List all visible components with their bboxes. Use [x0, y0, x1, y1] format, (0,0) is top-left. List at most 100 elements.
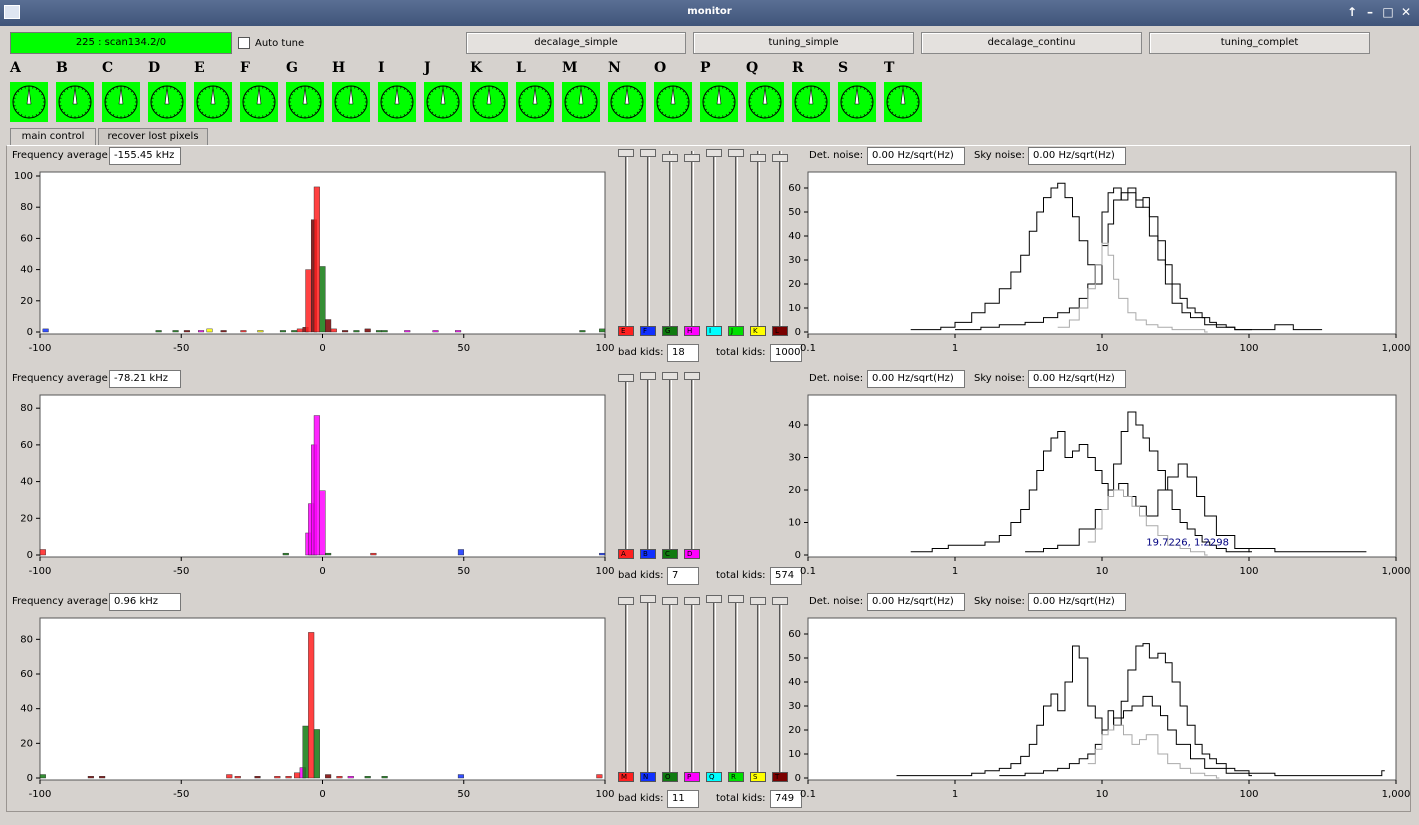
- group-1-channel-g[interactable]: G: [662, 326, 678, 336]
- module-dial-g[interactable]: [286, 82, 324, 122]
- module-dial-t[interactable]: [884, 82, 922, 122]
- group-1-slider-knob[interactable]: [662, 154, 678, 162]
- noise-hist-3[interactable]: 0 10 20 30 40 50 60 0.1 1 10 100 1,000: [788, 617, 1410, 800]
- group-3-channel-r[interactable]: R: [728, 772, 744, 782]
- group-2-slider-c[interactable]: [662, 370, 678, 550]
- module-dial-i[interactable]: [378, 82, 416, 122]
- noise-hist-1[interactable]: 0 10 20 30 40 50 60 0.1 1 10 100 1,000: [788, 171, 1410, 354]
- group-1-slider-k[interactable]: [750, 147, 766, 327]
- freq-hist-1[interactable]: 0 20 40 60 80 100 -100 -50 0 50 100: [14, 171, 615, 354]
- group-1-channel-l[interactable]: L: [772, 326, 788, 336]
- module-dial-h[interactable]: [332, 82, 370, 122]
- group-3-slider-q[interactable]: [706, 593, 722, 773]
- group-3-slider-knob[interactable]: [728, 595, 744, 603]
- group-1-slider-i[interactable]: [706, 147, 722, 327]
- module-dial-f[interactable]: [240, 82, 278, 122]
- group-1-channel-k[interactable]: K: [750, 326, 766, 336]
- group-3-slider-knob[interactable]: [772, 597, 788, 605]
- module-dial-k[interactable]: [470, 82, 508, 122]
- group-3-slider-knob[interactable]: [706, 595, 722, 603]
- group-1-channel-f[interactable]: F: [640, 326, 656, 336]
- tuning-simple-button[interactable]: tuning_simple: [693, 32, 914, 54]
- group-1-slider-knob[interactable]: [618, 149, 634, 157]
- group-2-slider-a[interactable]: [618, 370, 634, 550]
- group-2-slider-knob[interactable]: [640, 372, 656, 380]
- auto-tune-toggle[interactable]: Auto tune: [238, 36, 304, 50]
- group-2-channel-d[interactable]: D: [684, 549, 700, 559]
- window-minimize-button[interactable]: –: [1367, 5, 1373, 19]
- group-3-slider-knob[interactable]: [684, 597, 700, 605]
- module-dial-a[interactable]: [10, 82, 48, 122]
- module-dial-l[interactable]: [516, 82, 554, 122]
- tuning-complet-button[interactable]: tuning_complet: [1149, 32, 1370, 54]
- window-maximize-button[interactable]: □: [1382, 5, 1394, 19]
- group-3-slider-n[interactable]: [640, 593, 656, 773]
- group-1-slider-knob[interactable]: [728, 149, 744, 157]
- group-1-slider-f[interactable]: [640, 147, 656, 327]
- group-3-slider-t[interactable]: [772, 593, 788, 773]
- group-2-slider-d[interactable]: [684, 370, 700, 550]
- noise-series-1: [910, 411, 1367, 553]
- module-dial-n[interactable]: [608, 82, 646, 122]
- group-1-slider-j[interactable]: [728, 147, 744, 327]
- module-dial-j[interactable]: [424, 82, 462, 122]
- noise-hist-2[interactable]: 0 10 20 30 40 0.1 1 10 100 1,000 19.7226, 1.2298: [788, 394, 1410, 577]
- auto-tune-checkbox[interactable]: [238, 37, 250, 49]
- module-dial-o[interactable]: [654, 82, 692, 122]
- group-3-channel-n[interactable]: N: [640, 772, 656, 782]
- group-3-channel-p[interactable]: P: [684, 772, 700, 782]
- module-dial-m[interactable]: [562, 82, 600, 122]
- group-3-slider-o[interactable]: [662, 593, 678, 773]
- group-3-slider-s[interactable]: [750, 593, 766, 773]
- group-2-slider-knob[interactable]: [684, 372, 700, 380]
- module-dial-p[interactable]: [700, 82, 738, 122]
- tab-recover-lost-pixels[interactable]: recover lost pixels: [98, 128, 208, 145]
- freq-hist-2[interactable]: 0 20 40 60 80 -100 -50 0 50 100: [20, 394, 615, 577]
- group-1-slider-h[interactable]: [684, 147, 700, 327]
- module-dial-q[interactable]: [746, 82, 784, 122]
- module-dial-d[interactable]: [148, 82, 186, 122]
- group-1-channel-i[interactable]: I: [706, 326, 722, 336]
- group-1-slider-knob[interactable]: [772, 154, 788, 162]
- group-3-slider-knob[interactable]: [640, 595, 656, 603]
- group-2-slider-b[interactable]: [640, 370, 656, 550]
- group-1-slider-g[interactable]: [662, 147, 678, 327]
- group-3-slider-r[interactable]: [728, 593, 744, 773]
- group-3-channel-q[interactable]: Q: [706, 772, 722, 782]
- freq-hist-3[interactable]: 0 20 40 60 80 -100 -50 0 50 100: [20, 617, 615, 800]
- group-1-slider-l[interactable]: [772, 147, 788, 327]
- group-1-channel-j[interactable]: J: [728, 326, 744, 336]
- group-3-channel-m[interactable]: M: [618, 772, 634, 782]
- group-3-slider-p[interactable]: [684, 593, 700, 773]
- group-1-channel-h[interactable]: H: [684, 326, 700, 336]
- module-dial-e[interactable]: [194, 82, 232, 122]
- group-3-channel-o[interactable]: O: [662, 772, 678, 782]
- group-3-slider-knob[interactable]: [618, 597, 634, 605]
- group-2-channel-b[interactable]: B: [640, 549, 656, 559]
- decalage-continu-button[interactable]: decalage_continu: [921, 32, 1142, 54]
- group-2-channel-c[interactable]: C: [662, 549, 678, 559]
- group-3-slider-m[interactable]: [618, 593, 634, 773]
- module-dial-s[interactable]: [838, 82, 876, 122]
- module-dial-r[interactable]: [792, 82, 830, 122]
- tab-main-control[interactable]: main control: [10, 128, 96, 145]
- group-1-slider-knob[interactable]: [706, 149, 722, 157]
- group-3-channel-s[interactable]: S: [750, 772, 766, 782]
- group-1-slider-e[interactable]: [618, 147, 634, 327]
- group-1-slider-knob[interactable]: [640, 149, 656, 157]
- group-2-slider-knob[interactable]: [662, 372, 678, 380]
- group-3-channel-t[interactable]: T: [772, 772, 788, 782]
- window-close-button[interactable]: ✕: [1400, 5, 1412, 19]
- module-dial-c[interactable]: [102, 82, 140, 122]
- group-1-slider-knob[interactable]: [684, 154, 700, 162]
- group-3-slider-knob[interactable]: [662, 597, 678, 605]
- group-2-slider-knob[interactable]: [618, 374, 634, 382]
- module-dial-b[interactable]: [56, 82, 94, 122]
- decalage-simple-button[interactable]: decalage_simple: [466, 32, 686, 54]
- group-3-slider-knob[interactable]: [750, 597, 766, 605]
- group-1-channel-e[interactable]: E: [618, 326, 634, 336]
- group-2-channel-a[interactable]: A: [618, 549, 634, 559]
- group-1-slider-knob[interactable]: [750, 154, 766, 162]
- window-menu-icon[interactable]: [4, 5, 20, 19]
- window-raise-button[interactable]: ↑: [1346, 5, 1358, 19]
